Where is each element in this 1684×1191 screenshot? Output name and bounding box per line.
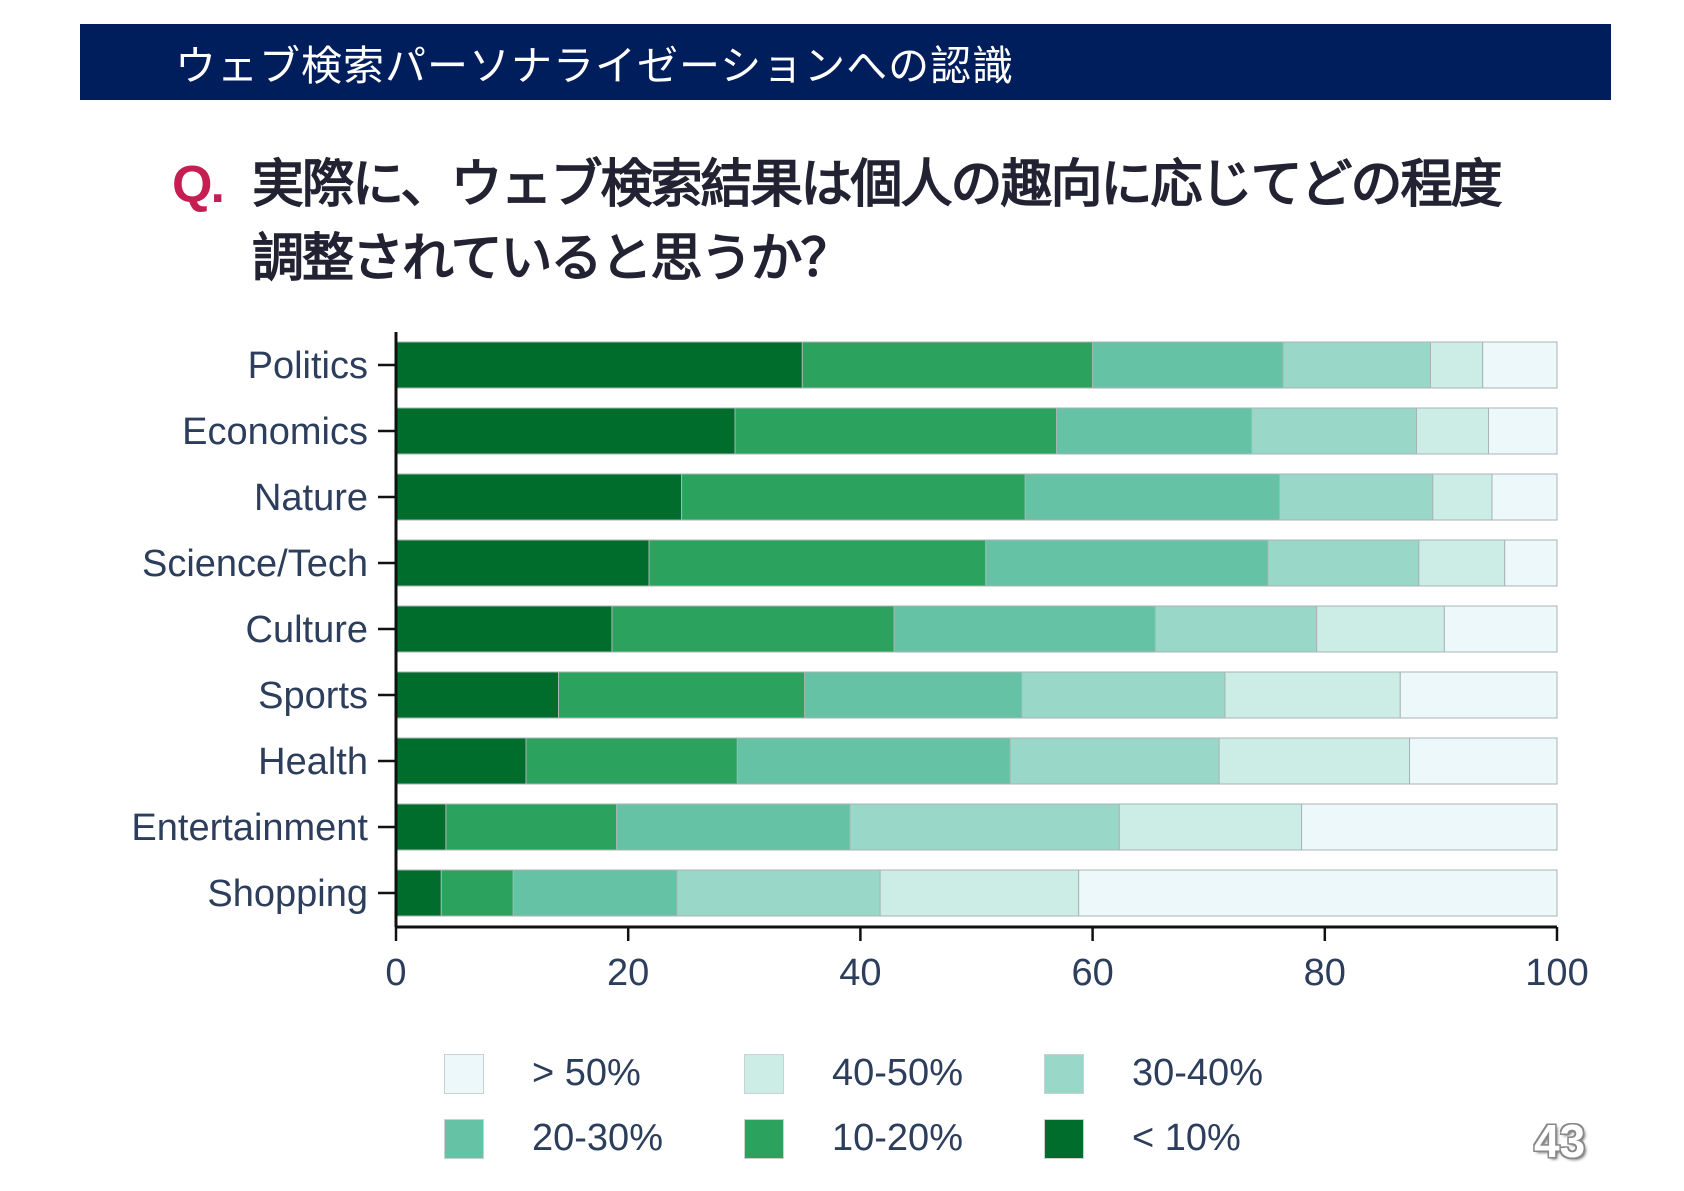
bar-entertainment-series-3: [849, 803, 1120, 851]
bar-health-series-5: [1409, 737, 1558, 785]
page-number: 43: [1534, 1115, 1586, 1167]
bar-shopping-series-3: [676, 869, 881, 917]
stacked-bar-chart: Politics Economics Nature Science/Tech Cultu…: [131, 332, 1589, 994]
bar-shopping-series-2: [512, 869, 678, 917]
bar-science-tech-series-3: [1267, 539, 1420, 587]
bar-entertainment-series-1: [445, 803, 618, 851]
legend-label: < 10%: [1132, 1117, 1241, 1159]
bar-politics-series-3: [1282, 341, 1431, 389]
header-title: ウェブ検索パーソナライゼーションへの認識: [175, 42, 1015, 90]
bar-sports-series-4: [1224, 671, 1401, 719]
bar-culture-series-4: [1316, 605, 1445, 653]
bar-nature-series-1: [681, 473, 1026, 521]
chart-legend: > 50% 40-50% 30-40% 20-30% 10-20% < 10%: [444, 1052, 1324, 1160]
x-tick-label: 20: [607, 952, 649, 994]
bar-shopping-series-5: [1078, 869, 1558, 917]
legend-item: > 50%: [444, 1052, 744, 1095]
legend-swatch: [744, 1118, 784, 1159]
bar-nature-series-3: [1279, 473, 1434, 521]
bar-shopping-series-4: [879, 869, 1080, 917]
bar-economics-series-0: [395, 407, 736, 455]
question: Q. 実際に、ウェブ検索結果は個人の趣向に応じてどの程度調整されていると思うか？: [172, 148, 1572, 296]
bar-health-series-4: [1218, 737, 1411, 785]
y-tick-label: Sports: [258, 675, 368, 717]
bar-culture-series-0: [395, 605, 613, 653]
y-tick-label: Science/Tech: [142, 543, 368, 585]
header-bar: ウェブ検索パーソナライゼーションへの認識: [80, 24, 1611, 100]
bar-politics-series-2: [1092, 341, 1284, 389]
y-tick-label: Economics: [182, 411, 368, 453]
question-text: 実際に、ウェブ検索結果は個人の趣向に応じてどの程度調整されていると思うか？: [252, 155, 1502, 289]
legend-item: < 10%: [1044, 1117, 1324, 1160]
bar-shopping-series-1: [440, 869, 514, 917]
bar-nature-series-5: [1491, 473, 1558, 521]
bar-sports-series-5: [1399, 671, 1558, 719]
y-tick-label: Health: [258, 741, 368, 783]
bar-economics-series-1: [734, 407, 1058, 455]
bar-science-tech-series-4: [1418, 539, 1506, 587]
bar-nature-series-4: [1432, 473, 1493, 521]
bar-science-tech-series-0: [395, 539, 650, 587]
bar-politics-series-0: [395, 341, 803, 389]
legend-label: 10-20%: [832, 1117, 963, 1159]
bar-science-tech-series-1: [648, 539, 987, 587]
legend-label: 30-40%: [1132, 1052, 1263, 1094]
y-tick-label: Nature: [254, 477, 368, 519]
legend-label: 40-50%: [832, 1052, 963, 1094]
x-tick-label: 40: [839, 952, 881, 994]
legend-label: 20-30%: [532, 1117, 663, 1159]
bar-politics-series-5: [1482, 341, 1558, 389]
legend-item: 40-50%: [744, 1052, 1044, 1095]
bar-sports-series-0: [395, 671, 560, 719]
bar-economics-series-4: [1416, 407, 1490, 455]
bar-sports-series-2: [804, 671, 1023, 719]
bar-nature-series-0: [395, 473, 683, 521]
bar-entertainment-series-5: [1301, 803, 1558, 851]
bar-science-tech-series-5: [1504, 539, 1558, 587]
legend-label: > 50%: [532, 1052, 641, 1094]
bar-culture-series-3: [1154, 605, 1318, 653]
legend-item: 30-40%: [1044, 1052, 1324, 1095]
legend-swatch: [444, 1118, 484, 1159]
bar-science-tech-series-2: [985, 539, 1269, 587]
bar-entertainment-series-0: [395, 803, 447, 851]
bar-economics-series-3: [1251, 407, 1418, 455]
y-tick-label: Entertainment: [131, 807, 368, 849]
bar-sports-series-1: [558, 671, 806, 719]
bar-shopping-series-0: [395, 869, 442, 917]
bar-economics-series-5: [1488, 407, 1558, 455]
bar-entertainment-series-4: [1118, 803, 1303, 851]
legend-swatch: [444, 1053, 484, 1094]
y-tick-label: Culture: [246, 609, 369, 651]
question-mark: Q.: [172, 156, 225, 214]
legend-swatch: [744, 1053, 784, 1094]
legend-item: 20-30%: [444, 1117, 744, 1160]
legend-item: 10-20%: [744, 1117, 1044, 1160]
bar-nature-series-2: [1024, 473, 1281, 521]
y-tick-label: Shopping: [207, 873, 368, 915]
bar-culture-series-5: [1443, 605, 1558, 653]
bar-health-series-3: [1009, 737, 1220, 785]
bar-politics-series-1: [801, 341, 1094, 389]
bar-culture-series-2: [893, 605, 1156, 653]
x-tick-label: 60: [1071, 952, 1113, 994]
x-tick-label: 0: [385, 952, 406, 994]
bar-health-series-2: [736, 737, 1011, 785]
x-tick-label: 100: [1525, 952, 1588, 994]
bar-culture-series-1: [611, 605, 895, 653]
bar-health-series-1: [525, 737, 738, 785]
bar-sports-series-3: [1021, 671, 1226, 719]
bar-politics-series-4: [1429, 341, 1484, 389]
bar-economics-series-2: [1056, 407, 1253, 455]
bar-health-series-0: [395, 737, 527, 785]
legend-swatch: [1044, 1053, 1084, 1094]
y-tick-label: Politics: [248, 345, 368, 387]
legend-swatch: [1044, 1118, 1084, 1159]
x-tick-label: 80: [1304, 952, 1346, 994]
bar-entertainment-series-2: [616, 803, 851, 851]
